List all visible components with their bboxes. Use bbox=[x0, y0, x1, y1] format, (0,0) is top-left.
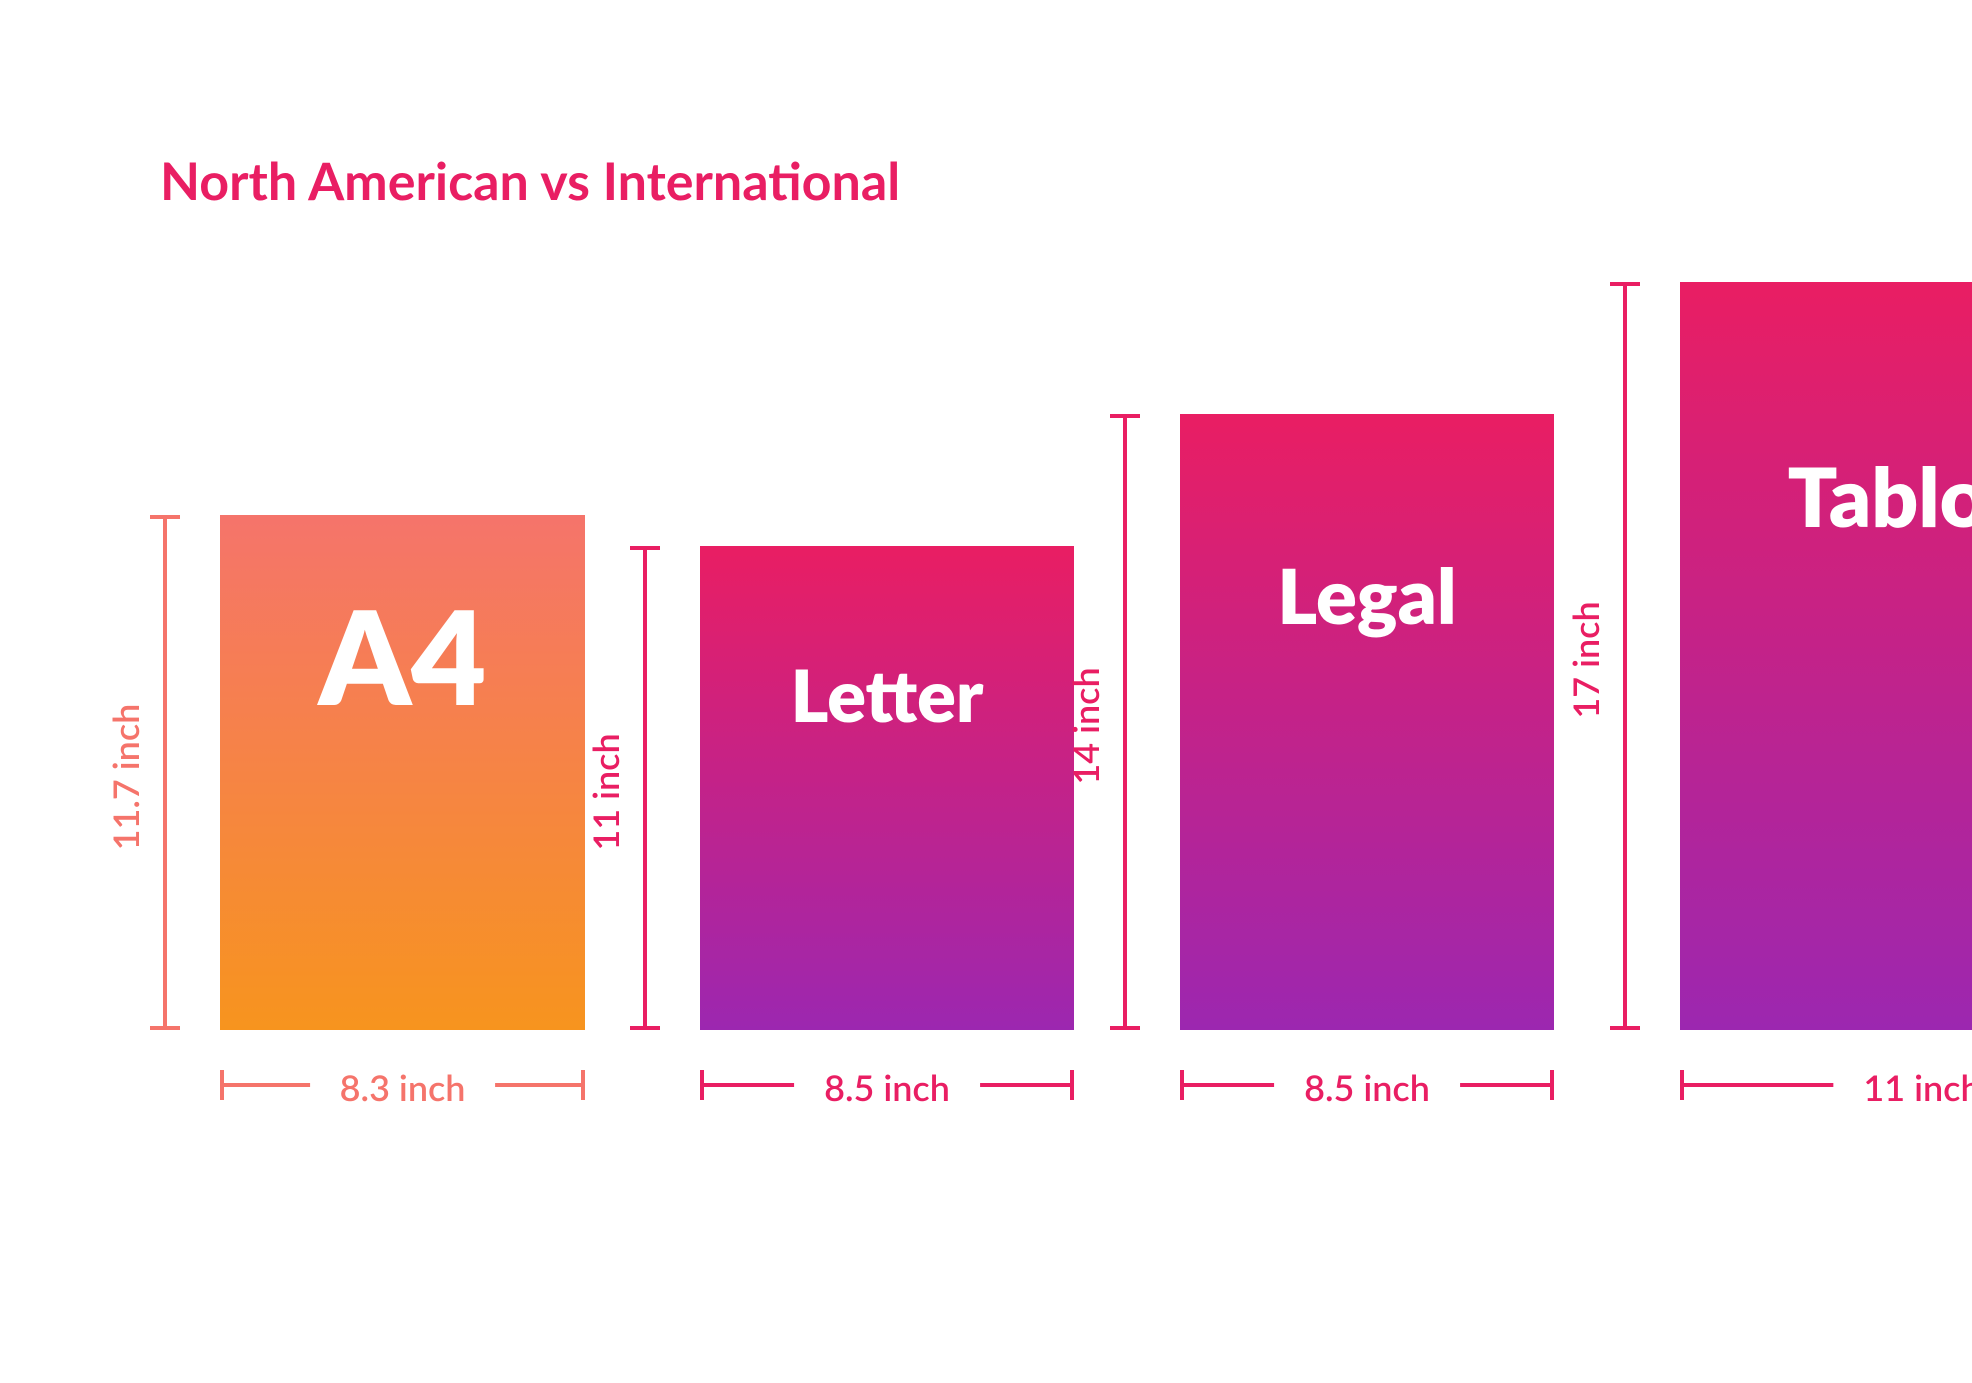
height-label-letter: 11 inch bbox=[583, 692, 627, 892]
paper-legal: Legal bbox=[1180, 414, 1554, 1030]
width-label-a4: 8.3 inch bbox=[310, 1065, 496, 1109]
height-label-legal: 14 inch bbox=[1063, 626, 1107, 826]
paper-label-a4: A4 bbox=[319, 577, 487, 733]
height-bracket-legal bbox=[1110, 414, 1140, 1030]
paper-label-letter: Letter bbox=[791, 652, 984, 738]
paper-label-tabloid: Tabloid bbox=[1788, 447, 1972, 545]
height-bracket-tabloid bbox=[1610, 282, 1640, 1030]
width-label-tabloid: 11 inch bbox=[1833, 1065, 1972, 1109]
height-label-tabloid: 17 inch bbox=[1563, 560, 1607, 760]
paper-letter: Letter bbox=[700, 546, 1074, 1030]
height-bracket-a4 bbox=[150, 515, 180, 1030]
width-label-letter: 8.5 inch bbox=[794, 1065, 980, 1109]
width-label-legal: 8.5 inch bbox=[1274, 1065, 1460, 1109]
paper-label-legal: Legal bbox=[1277, 550, 1456, 641]
height-bracket-letter bbox=[630, 546, 660, 1030]
paper-a4: A4 bbox=[220, 515, 585, 1030]
paper-tabloid: Tabloidtonergiant.co.uk bbox=[1680, 282, 1972, 1030]
chart-title: North American vs International bbox=[160, 150, 900, 212]
height-label-a4: 11.7 inch bbox=[103, 677, 147, 877]
